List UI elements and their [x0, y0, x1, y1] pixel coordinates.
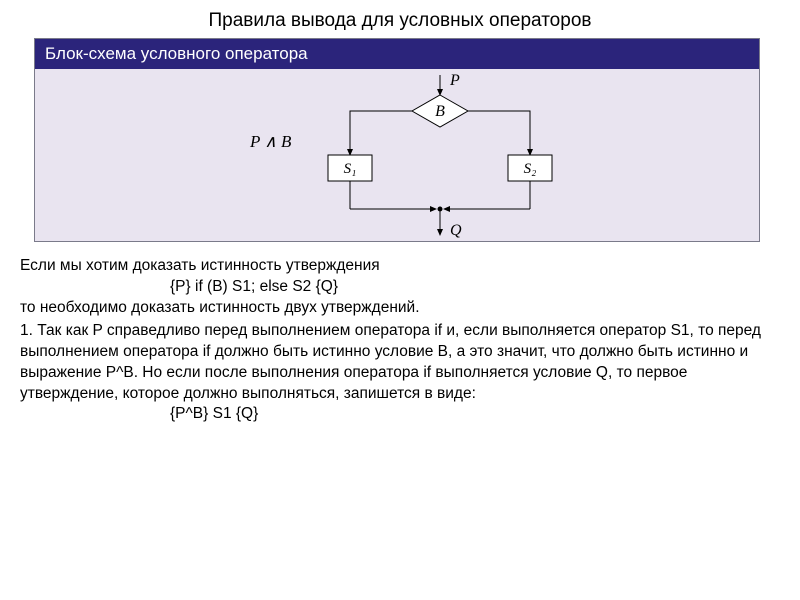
svg-text:Q: Q: [450, 222, 462, 239]
svg-text:B: B: [435, 103, 445, 120]
svg-text:S₂: S₂: [524, 161, 537, 177]
paragraph-3: 1. Так как P справедливо перед выполнени…: [20, 321, 780, 405]
panel-body: PB S₁ S₂ Q P ∧ B: [35, 69, 759, 241]
hoare-triple-2: {P^B} S1 {Q}: [20, 404, 780, 425]
paragraph-1: Если мы хотим доказать истинность утверж…: [20, 256, 780, 277]
body-text: Если мы хотим доказать истинность утверж…: [20, 256, 780, 425]
panel-header: Блок-схема условного оператора: [35, 39, 759, 69]
flowchart-panel: Блок-схема условного оператора PB S₁ S₂ Q P …: [34, 38, 760, 242]
svg-text:S₁: S₁: [344, 161, 357, 177]
paragraph-2: то необходимо доказать истинность двух у…: [20, 298, 780, 319]
svg-text:P ∧ B: P ∧ B: [249, 132, 292, 151]
hoare-triple: {P} if (B) S1; else S2 {Q}: [20, 277, 780, 298]
page-title: Правила вывода для условных операторов: [0, 0, 800, 38]
slide: Правила вывода для условных операторов Б…: [0, 0, 800, 600]
svg-text:P: P: [449, 72, 460, 89]
conditional-flowchart: PB S₁ S₂ Q P ∧ B: [35, 69, 759, 241]
